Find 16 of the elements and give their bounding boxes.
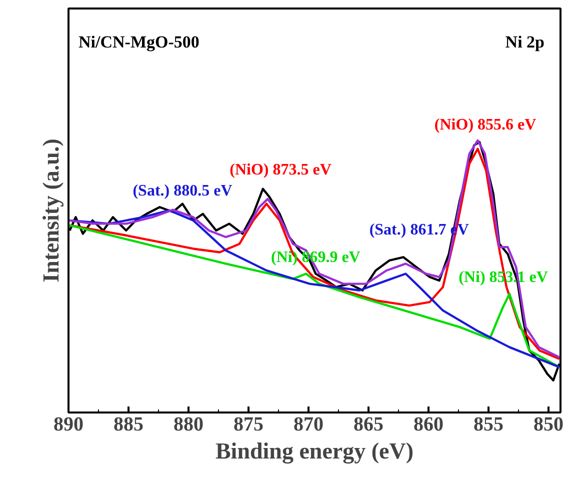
x-tick-label: 885 bbox=[114, 414, 144, 436]
y-axis-title: Intensity (a.u.) bbox=[38, 138, 64, 282]
x-tick-label: 850 bbox=[534, 414, 564, 436]
x-tick-label: 855 bbox=[474, 414, 504, 436]
text: Ni/CN-MgO-500 bbox=[78, 32, 200, 52]
annotation: (NiO) 855.6 eV bbox=[434, 116, 537, 134]
x-tick-label: 870 bbox=[294, 414, 324, 436]
x-axis-title: Binding energy (eV) bbox=[215, 438, 414, 464]
annotation: (NiO) 873.5 eV bbox=[230, 161, 332, 178]
annotation: (Sat.) 880.5 eV bbox=[132, 182, 233, 200]
x-tick-label: 880 bbox=[174, 414, 204, 436]
text: Ni 2p bbox=[505, 32, 545, 52]
x-tick-label: 865 bbox=[354, 414, 384, 436]
x-tick-label: 860 bbox=[414, 414, 444, 436]
x-tick-label: 875 bbox=[234, 414, 264, 436]
x-tick-label: 890 bbox=[54, 414, 84, 436]
